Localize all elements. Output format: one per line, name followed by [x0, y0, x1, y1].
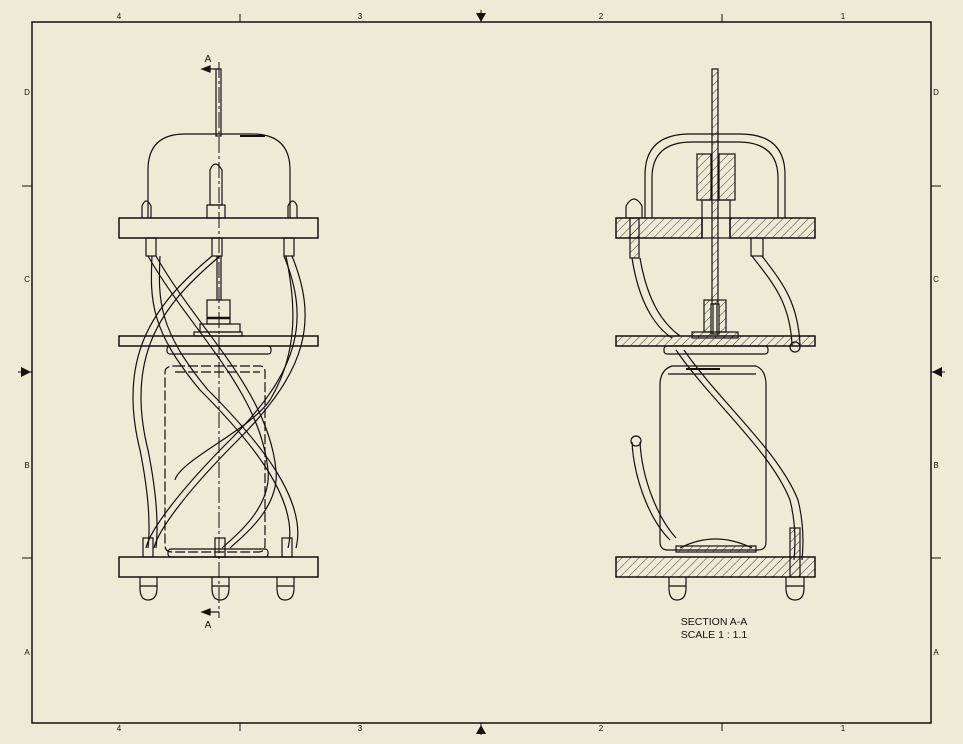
center-marks	[21, 13, 942, 734]
foot-right	[276, 577, 295, 601]
helical-tubes	[132, 255, 306, 549]
zone-bottom-2: 2	[599, 724, 604, 733]
section-foot-left	[668, 577, 687, 601]
drawing-frame	[18, 10, 945, 735]
section-jar	[659, 365, 767, 551]
zone-top-3: 3	[358, 12, 363, 21]
zone-right-c: C	[933, 275, 939, 284]
foot-center	[211, 577, 230, 601]
zone-bottom-3: 3	[358, 724, 363, 733]
zone-left-a: A	[24, 648, 30, 657]
zone-top-2: 2	[599, 12, 604, 21]
zone-right-a: A	[933, 648, 939, 657]
zone-labels: 4 3 2 1 4 3 2 1 D C B A D C B A	[24, 12, 939, 733]
zone-bottom-4: 4	[117, 724, 122, 733]
section-foot-right	[785, 577, 805, 601]
section-view	[615, 68, 816, 601]
section-rod	[711, 68, 719, 305]
section-hub	[696, 153, 712, 201]
section-title: SECTION A-A	[681, 616, 748, 628]
spindle	[209, 163, 223, 206]
cut-label-top: A	[205, 54, 212, 65]
section-middle-plate	[615, 335, 816, 347]
zone-top-4: 4	[117, 12, 122, 21]
drive-rod	[215, 68, 222, 137]
section-dome	[644, 133, 786, 218]
bottom-plate	[118, 556, 319, 578]
cut-label-bottom: A	[205, 620, 212, 631]
section-top-plate	[615, 217, 703, 239]
jar-hidden	[164, 365, 266, 553]
section-bottom-plate	[615, 556, 816, 578]
foot-left	[139, 577, 158, 601]
zone-left-d: D	[24, 88, 30, 97]
section-cut-line	[200, 62, 220, 618]
zone-right-d: D	[933, 88, 939, 97]
dome-cap	[147, 133, 291, 218]
zone-top-1: 1	[841, 12, 846, 21]
zone-right-b: B	[933, 461, 938, 470]
zone-left-c: C	[24, 275, 30, 284]
section-scale: SCALE 1 : 1.1	[681, 629, 748, 641]
front-view: A A	[118, 54, 319, 631]
zone-left-b: B	[24, 461, 29, 470]
zone-bottom-1: 1	[841, 724, 846, 733]
